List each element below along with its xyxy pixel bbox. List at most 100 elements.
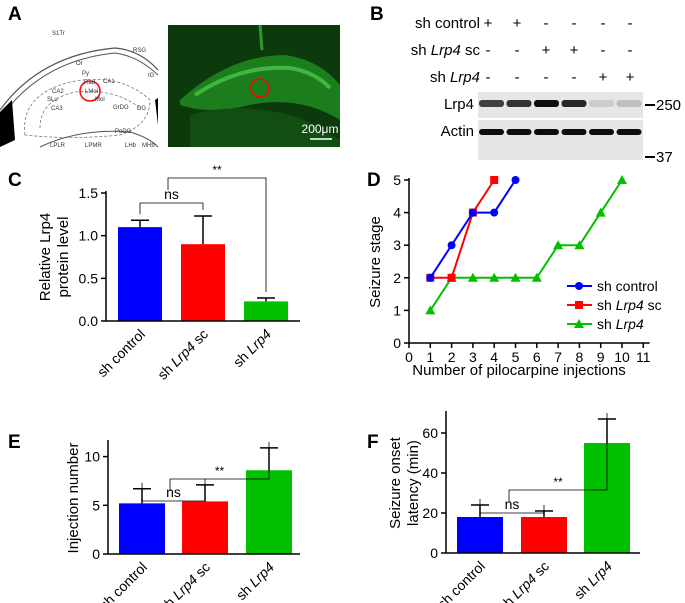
x-tick-label: 0: [405, 349, 413, 365]
atlas-label: LPLR: [50, 143, 66, 149]
x-tick-label: 9: [597, 349, 605, 365]
blot-band: [561, 100, 587, 107]
blot-band: [534, 100, 559, 107]
data-point-triangle: [467, 272, 478, 282]
atlas-label: DG: [137, 106, 146, 112]
condition-label: sh Lrp4: [430, 69, 480, 86]
bar: [244, 301, 288, 321]
significance-bracket: [508, 413, 608, 502]
atlas-label: LHb: [125, 143, 137, 149]
bar-chart-c: sh control sh Lrp4 sc sh Lrp4 0.0 0.5 1.0 1.5 R…: [37, 163, 300, 383]
legend-label-part: sc: [644, 297, 662, 313]
atlas-label: LPMR: [85, 143, 102, 149]
category-label: sh control: [96, 559, 150, 603]
y-axis-label: latency (min): [405, 440, 422, 526]
bar: [181, 244, 225, 321]
y-axis-label: Relative Lrp4: [37, 213, 54, 301]
significance-bracket: [139, 202, 204, 215]
x-tick-label: 8: [576, 349, 584, 365]
atlas-label: S1Tr: [52, 31, 65, 37]
treatment-mark: -: [544, 15, 549, 32]
x-tick-label: 11: [636, 349, 651, 365]
region-highlight-circle: [250, 78, 270, 98]
condition-label-prefix: sh: [411, 42, 431, 59]
y-tick-label: 0.0: [79, 313, 99, 329]
bar: [182, 501, 228, 554]
region-highlight-circle: [79, 80, 101, 102]
blot-band: [534, 129, 559, 135]
legend-label-part: sh control: [597, 278, 658, 294]
condition-label-prefix: sh control: [415, 15, 480, 32]
y-tick-label: 1.5: [79, 185, 99, 201]
molecular-weight-marker: 250: [656, 97, 681, 114]
blot-band: [616, 129, 642, 135]
data-point-triangle: [489, 272, 500, 282]
atlas-label: CA1: [103, 79, 115, 85]
series-sh-control: [426, 176, 520, 282]
data-point-triangle: [553, 240, 564, 250]
blot-label: Lrp4: [444, 96, 474, 113]
treatment-mark: -: [544, 69, 549, 86]
data-point-circle: [468, 208, 477, 217]
category-label-part: sh: [156, 591, 181, 603]
significance-label: **: [212, 163, 222, 177]
blot-label: Actin: [441, 123, 474, 140]
treatment-mark: +: [570, 42, 579, 59]
treatment-mark: -: [601, 15, 606, 32]
blot-band: [561, 129, 587, 135]
significance-label: **: [215, 464, 225, 478]
treatment-mark: -: [628, 15, 633, 32]
significance-label: **: [553, 475, 563, 489]
blot-membrane-lrp4: [478, 92, 643, 118]
x-tick-label: 10: [614, 349, 630, 365]
bar: [521, 517, 567, 553]
data-point-triangle: [531, 272, 542, 282]
panel-label-d: D: [367, 170, 381, 191]
atlas-label: SLu: [47, 97, 58, 103]
y-tick-label: 4: [393, 205, 401, 221]
treatment-mark: -: [628, 42, 633, 59]
category-label-part: sh control: [434, 558, 488, 603]
series-line: [429, 179, 517, 279]
x-tick-label: 4: [490, 349, 498, 365]
treatment-mark: -: [601, 42, 606, 59]
y-tick-label: 20: [422, 505, 438, 521]
western-blot-panel: sh control + + - - - -sh Lrp4 sc - - + + - -sh Lrp4-…: [411, 15, 681, 166]
treatment-mark: +: [599, 69, 608, 86]
data-point-circle: [490, 208, 499, 217]
atlas-label: CA2: [52, 89, 64, 95]
condition-label-prefix: sh: [430, 69, 450, 86]
category-label: sh control: [434, 558, 488, 603]
y-tick-label: 0: [393, 335, 401, 351]
atlas-label: MHb: [142, 143, 155, 149]
treatment-mark: -: [572, 69, 577, 86]
significance-label: ns: [164, 186, 179, 202]
x-tick-label: 7: [554, 349, 562, 365]
y-tick-label: 0.5: [79, 270, 99, 286]
treatment-mark: +: [513, 15, 522, 32]
atlas-label: GrDG: [113, 105, 129, 111]
data-point-square: [575, 301, 583, 309]
blot-membrane-actin: [478, 120, 643, 160]
x-tick-label: 6: [533, 349, 541, 365]
atlas-label: PoDG: [115, 129, 132, 135]
atlas-labels: S1Tr RSG Or Py Rad CA1 LMol CA2 SLu Mol CA3 GrDG DG I…: [47, 31, 155, 149]
atlas-label: Rad: [84, 80, 95, 86]
significance-bracket: [479, 499, 545, 514]
y-axis-label: Seizure onset: [387, 436, 404, 529]
treatment-mark: -: [515, 69, 520, 86]
significance-label: ns: [166, 484, 181, 500]
y-tick-label: 0: [430, 545, 438, 561]
blot-band: [506, 129, 532, 135]
category-label: sh Lrp4 sc: [154, 326, 211, 383]
category-label: sh Lrp4: [233, 559, 277, 603]
series-sh-lrp4: [425, 175, 627, 315]
atlas-label: Or: [76, 61, 83, 67]
x-tick-label: 1: [426, 349, 434, 365]
category-label-part: sh control: [94, 326, 148, 380]
y-axis-label: Injection number: [65, 443, 82, 554]
data-point-circle: [575, 282, 583, 290]
